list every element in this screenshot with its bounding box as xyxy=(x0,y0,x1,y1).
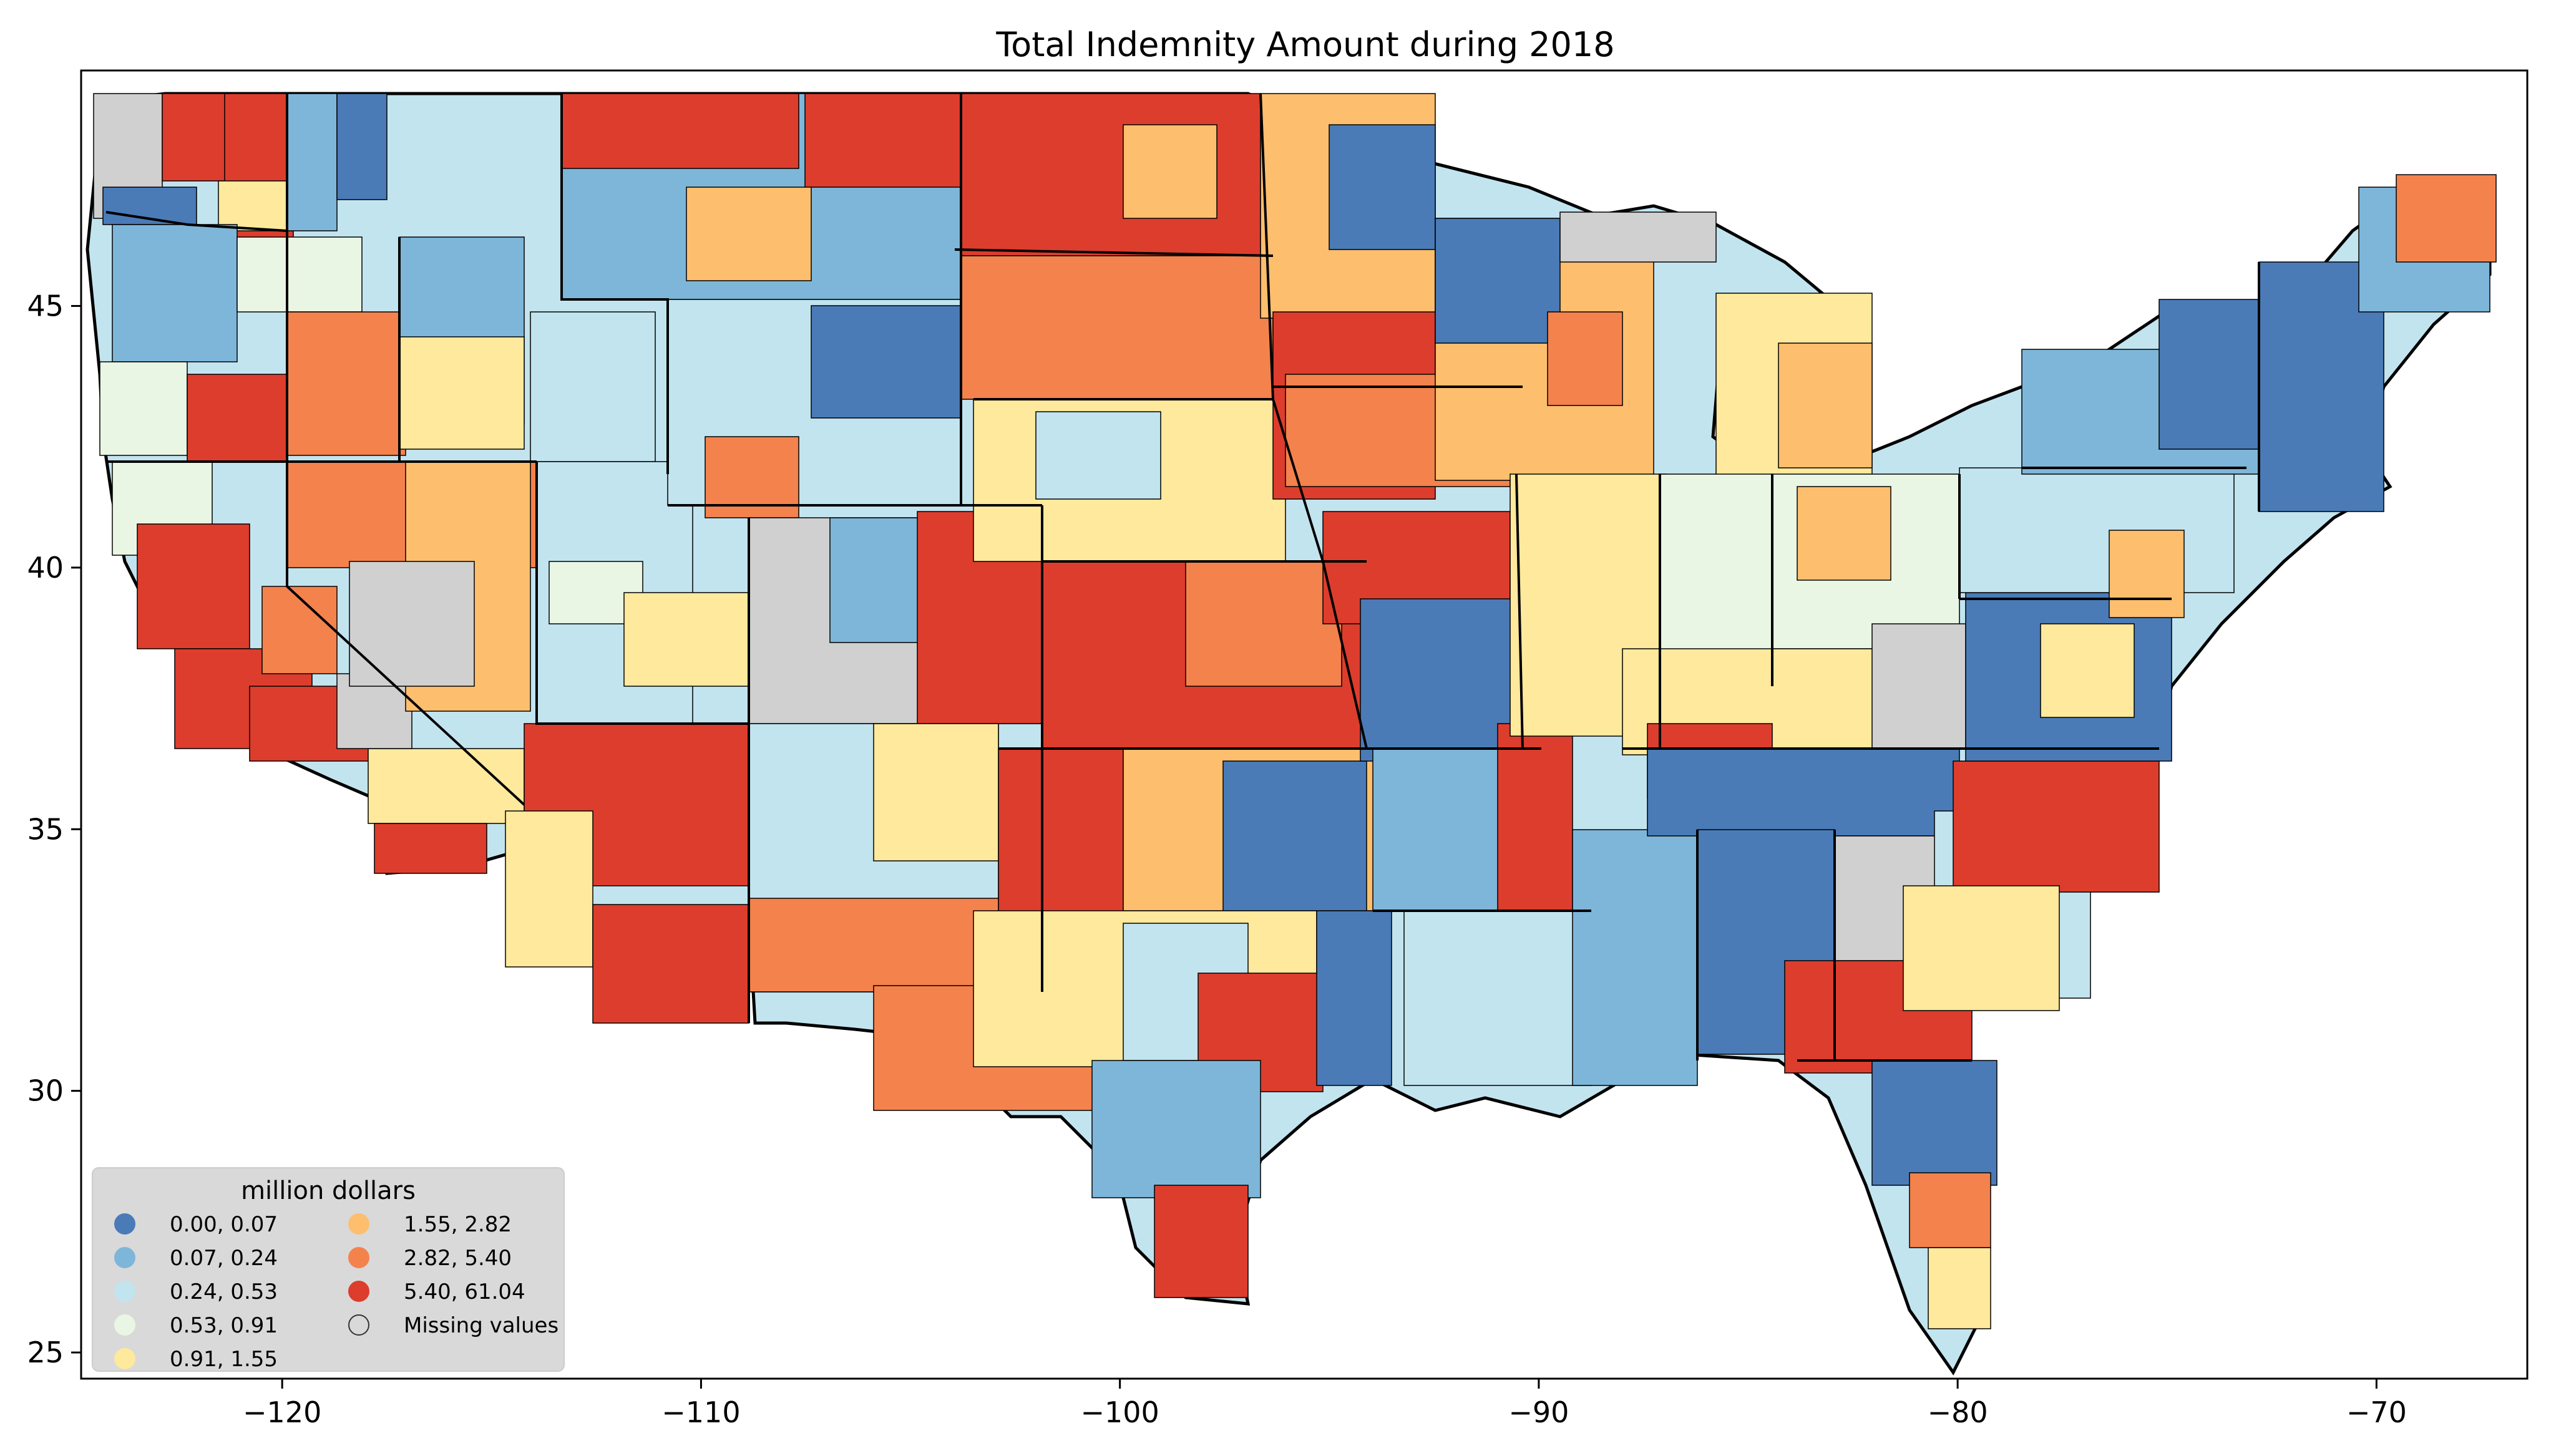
legend-label: 2.82, 5.40 xyxy=(404,1246,512,1271)
state-boundaries xyxy=(105,93,2260,1062)
x-tick-label: −120 xyxy=(243,1395,321,1429)
legend-swatch xyxy=(114,1213,135,1235)
legend-swatch xyxy=(348,1213,369,1235)
legend-label: 1.55, 2.82 xyxy=(404,1212,512,1237)
legend-swatch xyxy=(114,1247,135,1268)
y-axis: 25 30 35 40 45 xyxy=(27,289,81,1369)
legend-swatch xyxy=(348,1314,369,1336)
legend-label: Missing values xyxy=(404,1313,559,1338)
legend-swatch xyxy=(114,1314,135,1336)
legend-swatch xyxy=(114,1281,135,1302)
y-tick-label: 25 xyxy=(27,1336,64,1369)
x-tick-label: −110 xyxy=(661,1395,740,1429)
x-axis: −120 −110 −100 −90 −80 −70 xyxy=(243,1379,2407,1429)
legend-label: 0.24, 0.53 xyxy=(170,1279,278,1304)
legend-swatch xyxy=(348,1281,369,1302)
legend-title: million dollars xyxy=(241,1177,416,1205)
legend-box xyxy=(92,1167,565,1372)
legend: million dollars 0.00, 0.07 0.07, 0.24 0.24… xyxy=(92,1167,565,1372)
legend-entries: 0.00, 0.07 0.07, 0.24 0.24, 0.53 0.53, 0.91… xyxy=(114,1212,559,1372)
legend-swatch xyxy=(114,1348,135,1369)
legend-label: 5.40, 61.04 xyxy=(404,1279,525,1304)
legend-label: 0.53, 0.91 xyxy=(170,1313,278,1338)
legend-label: 0.00, 0.07 xyxy=(170,1212,278,1237)
y-tick-label: 40 xyxy=(27,551,64,585)
legend-swatch xyxy=(348,1247,369,1268)
x-tick-label: −70 xyxy=(2346,1395,2407,1429)
legend-label: 0.07, 0.24 xyxy=(170,1246,278,1271)
x-tick-label: −90 xyxy=(1508,1395,1569,1429)
y-tick-label: 45 xyxy=(27,289,64,323)
legend-label: 0.91, 1.55 xyxy=(170,1347,278,1372)
y-tick-label: 35 xyxy=(27,812,64,846)
map-title: Total Indemnity Amount during 2018 xyxy=(995,25,1614,64)
county-patches xyxy=(93,93,2497,1329)
y-tick-label: 30 xyxy=(27,1074,64,1108)
x-tick-label: −80 xyxy=(1928,1395,1988,1429)
x-tick-label: −100 xyxy=(1080,1395,1159,1429)
map-body xyxy=(85,92,2497,1376)
